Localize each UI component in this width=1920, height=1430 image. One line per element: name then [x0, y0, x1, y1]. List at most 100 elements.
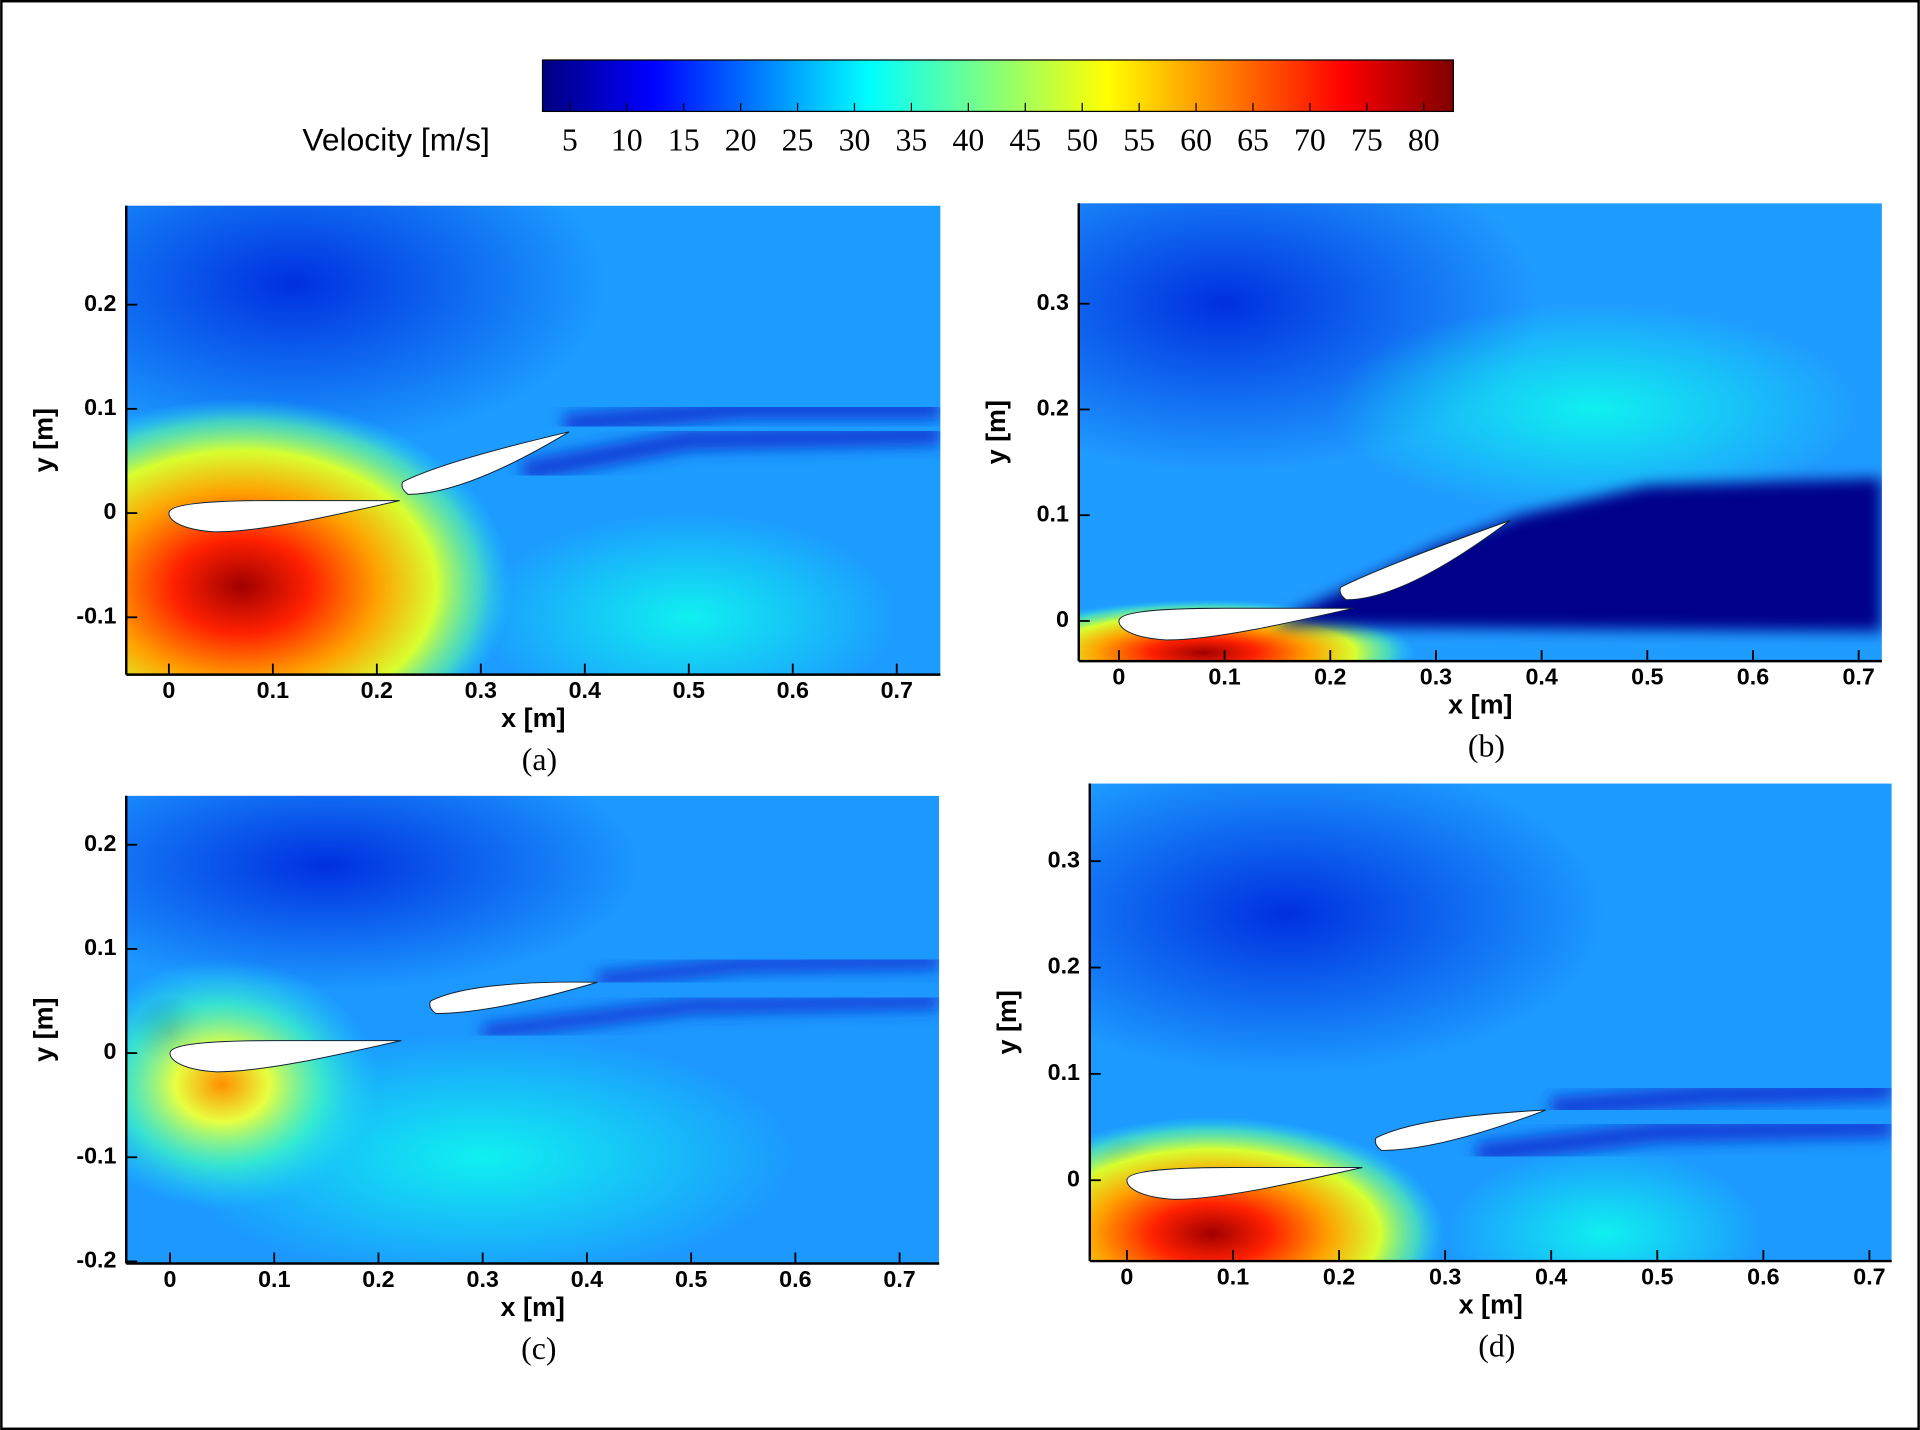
wake: [1550, 1079, 1892, 1119]
field-blob: [1089, 783, 1605, 1074]
colorbar-tick-label: 40: [952, 123, 984, 158]
x-tick-label: 0.6: [1737, 663, 1769, 689]
y-tick-label: -0.1: [76, 1142, 116, 1168]
field-blob: [1330, 303, 1859, 516]
contour-field: [126, 795, 940, 1264]
x-tick-label: 0.4: [1535, 1263, 1567, 1289]
panel-caption: (d): [1478, 1329, 1515, 1364]
colorbar-tick-label: 60: [1180, 123, 1212, 158]
field-blob: [126, 398, 512, 675]
x-tick-label: 0.7: [881, 677, 913, 703]
x-axis-label: x [m]: [1459, 1289, 1523, 1319]
colorbar-tick-label: 15: [668, 123, 700, 158]
wake: [596, 953, 940, 988]
x-tick-label: 0.3: [467, 1266, 499, 1292]
field-blob: [480, 513, 897, 675]
flap-element: [1374, 1109, 1547, 1151]
colorbar-tick-label: 55: [1123, 123, 1155, 158]
main-element: [168, 500, 400, 533]
y-tick-label: 0.1: [84, 394, 116, 420]
field-blob: [126, 205, 606, 451]
y-tick-label: 0: [1067, 1165, 1080, 1191]
flap-element: [1339, 520, 1511, 601]
x-tick-label: 0.1: [257, 677, 289, 703]
y-tick-label: 0.1: [1037, 500, 1069, 526]
x-tick-label: 0.2: [1323, 1263, 1355, 1289]
y-axis-label: y [m]: [981, 400, 1011, 464]
x-tick-label: 0.3: [465, 677, 497, 703]
wake-region: [1277, 478, 1882, 632]
x-tick-label: 0.3: [1429, 1263, 1461, 1289]
colorbar-tick-label: 80: [1408, 123, 1440, 158]
panel-caption: (b): [1468, 729, 1505, 764]
colorbar-tick-label: 5: [562, 123, 578, 158]
y-tick-label: 0.2: [84, 830, 116, 856]
y-tick-label: -0.2: [76, 1247, 116, 1273]
x-tick-label: 0.1: [258, 1266, 290, 1292]
y-tick-label: 0.1: [1048, 1059, 1080, 1085]
x-tick-label: 0.7: [883, 1266, 915, 1292]
wake: [481, 993, 940, 1041]
panel-caption: (a): [522, 742, 557, 777]
colorbar-label: Velocity [m/s]: [302, 121, 490, 157]
field-blob: [126, 959, 379, 1210]
contour-field: [1078, 203, 1882, 662]
x-axis-label: x [m]: [1448, 690, 1512, 720]
x-tick-label: 0.5: [675, 1266, 707, 1292]
contour-field: [1089, 783, 1892, 1262]
x-tick-label: 0.2: [362, 1266, 394, 1292]
y-tick-label: 0: [104, 498, 117, 524]
wake: [1475, 1116, 1892, 1165]
x-axis-label: x [m]: [501, 703, 565, 733]
x-tick-label: 0.6: [779, 1266, 811, 1292]
y-tick-label: 0.1: [84, 934, 116, 960]
colorbar-tick-label: 20: [725, 123, 757, 158]
field-blob: [126, 795, 639, 991]
x-axis-label: x [m]: [501, 1292, 565, 1322]
y-tick-label: 0: [104, 1038, 117, 1064]
colorbar-tick-label: 50: [1066, 123, 1098, 158]
colorbar-tick-label: 70: [1294, 123, 1326, 158]
flap-element: [401, 431, 570, 495]
main-element: [1126, 1166, 1363, 1200]
x-tick-label: 0: [1120, 1263, 1133, 1289]
colorbar-tick-label: 75: [1351, 123, 1383, 158]
x-tick-label: 0: [1112, 663, 1125, 689]
field-blob: [1445, 1148, 1764, 1262]
x-tick-label: 0.3: [1420, 663, 1452, 689]
x-tick-label: 0.2: [1314, 663, 1346, 689]
x-tick-label: 0: [162, 677, 175, 703]
x-tick-label: 0.6: [777, 677, 809, 703]
x-tick-label: 0.4: [571, 1266, 603, 1292]
y-tick-label: -0.1: [76, 602, 116, 628]
y-tick-label: 0.2: [1037, 395, 1069, 421]
colorbar-tick-label: 65: [1237, 123, 1269, 158]
x-tick-label: 0.6: [1747, 1263, 1779, 1289]
main-element: [1118, 607, 1354, 641]
y-tick-label: 0.2: [84, 290, 116, 316]
flap-element: [429, 981, 598, 1014]
colorbar-tick-label: 30: [839, 123, 871, 158]
y-axis-label: y [m]: [29, 997, 59, 1061]
colorbar-tick-label: 35: [896, 123, 928, 158]
x-tick-label: 0.4: [1525, 663, 1557, 689]
x-tick-label: 0.1: [1217, 1263, 1249, 1289]
x-tick-label: 0.5: [1641, 1263, 1673, 1289]
y-axis-label: y [m]: [992, 990, 1022, 1054]
x-tick-label: 0.5: [1631, 663, 1663, 689]
y-tick-label: 0: [1056, 606, 1069, 632]
x-tick-label: 0.7: [1853, 1263, 1885, 1289]
colorbar-tick-label: 25: [782, 123, 814, 158]
x-tick-label: 0.5: [673, 677, 705, 703]
y-tick-label: 0.2: [1048, 953, 1080, 979]
x-tick-label: 0: [164, 1266, 177, 1292]
y-axis-label: y [m]: [29, 408, 59, 472]
y-tick-label: 0.3: [1037, 289, 1069, 315]
field-blob: [1089, 1116, 1446, 1262]
wake: [520, 424, 941, 482]
x-tick-label: 0.1: [1208, 663, 1240, 689]
y-tick-label: 0.3: [1048, 846, 1080, 872]
